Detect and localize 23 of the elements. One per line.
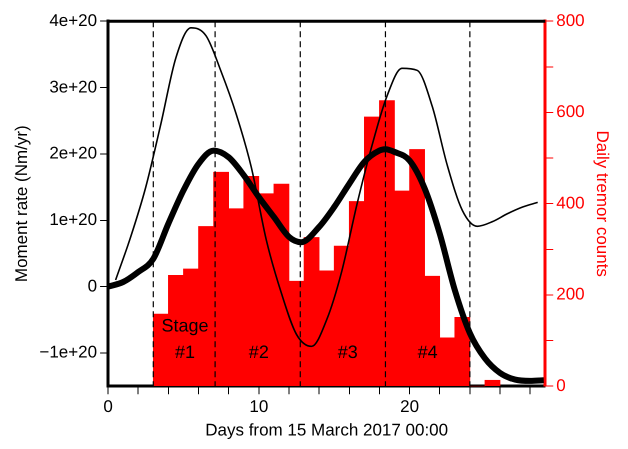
y2-tick-label: 400 — [556, 193, 585, 212]
y2-tick-label: 800 — [556, 10, 585, 30]
annotation: #3 — [338, 342, 358, 362]
annotation: #2 — [248, 342, 269, 362]
y-tick-label: −1e+20 — [39, 342, 98, 362]
bar — [484, 380, 500, 386]
x-tick-label: 0 — [103, 397, 113, 416]
y-tick-label: 3e+20 — [49, 77, 98, 96]
y-tick-label: 4e+20 — [49, 10, 98, 30]
y2-axis-title: Daily tremor counts — [593, 130, 612, 277]
annotation: Stage — [161, 315, 208, 336]
x-axis-title: Days from 15 March 2017 00:00 — [205, 420, 448, 440]
y2-tick-label: 600 — [556, 102, 585, 122]
y-axis-title: Moment rate (Nm/yr) — [12, 125, 31, 282]
y-tick-label: 1e+20 — [49, 210, 98, 229]
annotation: #1 — [174, 342, 195, 362]
y-tick-label: 0 — [88, 276, 98, 296]
x-tick-label: 10 — [249, 397, 268, 416]
y-tick-label: 2e+20 — [49, 144, 98, 163]
x-tick-label: 20 — [400, 397, 420, 416]
y2-tick-label: 200 — [556, 284, 585, 304]
y2-tick-label: 0 — [556, 376, 566, 395]
annotation: #4 — [418, 342, 438, 362]
